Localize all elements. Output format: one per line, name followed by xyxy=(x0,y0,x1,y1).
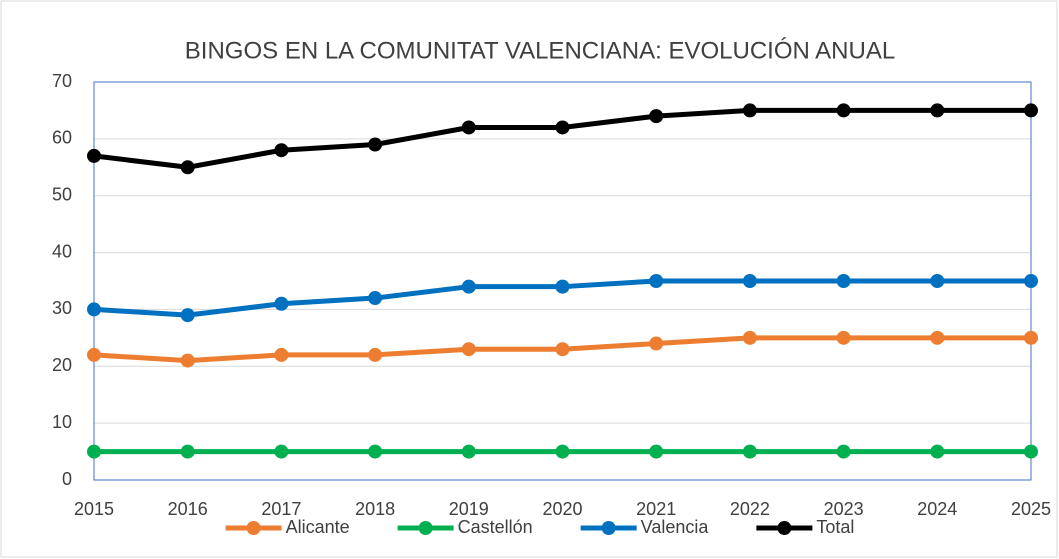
point xyxy=(368,444,383,459)
y-tick-label: 70 xyxy=(52,71,72,91)
x-tick-label: 2023 xyxy=(824,499,864,519)
legend-label: Castellón xyxy=(458,517,533,537)
point xyxy=(555,120,570,135)
point xyxy=(930,274,945,288)
x-tick-label: 2020 xyxy=(542,499,582,519)
legend-marker xyxy=(418,521,433,535)
point xyxy=(368,137,383,152)
point xyxy=(180,444,195,459)
point xyxy=(274,444,289,459)
legend-marker xyxy=(246,521,261,535)
legend-marker xyxy=(601,521,616,535)
point xyxy=(1024,103,1038,118)
point xyxy=(180,353,195,368)
x-tick-label: 2016 xyxy=(168,499,208,519)
point xyxy=(555,342,570,357)
point xyxy=(461,342,476,357)
point xyxy=(180,308,195,323)
chart-title: BINGOS EN LA COMUNITAT VALENCIANA: EVOLU… xyxy=(185,37,895,64)
legend-label: Valencia xyxy=(641,517,710,537)
y-tick-label: 60 xyxy=(52,128,72,148)
point xyxy=(555,279,570,294)
point xyxy=(87,444,101,459)
point xyxy=(368,347,383,362)
point xyxy=(87,302,101,317)
x-tick-label: 2021 xyxy=(636,499,676,519)
y-tick-label: 50 xyxy=(52,184,72,204)
point xyxy=(649,444,664,459)
point xyxy=(461,120,476,135)
point xyxy=(461,279,476,294)
legend-marker xyxy=(777,521,792,535)
point xyxy=(649,336,664,351)
point xyxy=(742,330,757,345)
x-tick-label: 2017 xyxy=(261,499,301,519)
point xyxy=(836,274,851,288)
legend-label: Total xyxy=(816,517,854,537)
point xyxy=(1024,444,1038,459)
y-tick-label: 0 xyxy=(62,469,72,489)
point xyxy=(836,103,851,118)
point xyxy=(274,143,289,158)
point xyxy=(930,103,945,118)
legend-label: Alicante xyxy=(286,517,350,537)
point xyxy=(1024,330,1038,345)
point xyxy=(930,330,945,345)
point xyxy=(836,330,851,345)
y-tick-label: 30 xyxy=(52,298,72,318)
x-tick-label: 2015 xyxy=(74,499,114,519)
point xyxy=(836,444,851,459)
point xyxy=(930,444,945,459)
point xyxy=(87,148,101,163)
point xyxy=(649,109,664,124)
point xyxy=(649,274,664,288)
point xyxy=(368,291,383,306)
point xyxy=(742,103,757,118)
x-tick-label: 2018 xyxy=(355,499,395,519)
x-tick-label: 2025 xyxy=(1011,499,1051,519)
point xyxy=(555,444,570,459)
point xyxy=(87,347,101,362)
point xyxy=(1024,274,1038,288)
y-tick-label: 40 xyxy=(52,241,72,261)
point xyxy=(180,160,195,175)
point xyxy=(461,444,476,459)
x-tick-label: 2024 xyxy=(917,499,957,519)
point xyxy=(742,274,757,288)
y-tick-label: 20 xyxy=(52,355,72,375)
y-tick-label: 10 xyxy=(52,412,72,432)
x-tick-label: 2019 xyxy=(449,499,489,519)
point xyxy=(274,296,289,311)
point xyxy=(742,444,757,459)
x-tick-label: 2022 xyxy=(730,499,770,519)
point xyxy=(274,347,289,362)
